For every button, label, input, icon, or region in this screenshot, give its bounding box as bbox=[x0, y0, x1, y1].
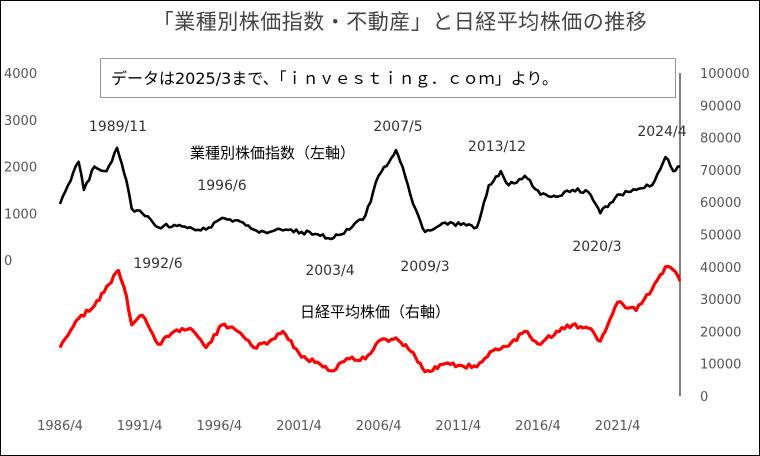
series-line-nikkei bbox=[58, 264, 682, 374]
x-axis-tick-label: 1991/4 bbox=[117, 419, 163, 434]
left-axis-tick-label: 4000 bbox=[4, 67, 37, 82]
x-axis-tick-label: 2021/4 bbox=[595, 419, 641, 434]
right-axis-tick-label: 50000 bbox=[700, 229, 741, 244]
x-axis-tick-label: 2001/4 bbox=[276, 419, 322, 434]
annotation-label: 1989/11 bbox=[89, 119, 147, 135]
left-axis-tick-label: 3000 bbox=[4, 114, 37, 129]
x-axis-tick-label: 2006/4 bbox=[356, 419, 402, 434]
annotation-label: 2003/4 bbox=[305, 263, 354, 279]
annotation-label: 2009/3 bbox=[400, 259, 449, 275]
left-axis-tick-label: 1000 bbox=[4, 207, 37, 222]
series-label-sector-index: 業種別株価指数（左軸） bbox=[190, 144, 355, 162]
annotation-label: 2020/3 bbox=[572, 239, 621, 255]
right-axis-tick-label: 60000 bbox=[700, 196, 741, 211]
label-layer: 業種別株価指数（左軸） 日経平均株価（右軸） 1989/11 1992/6 1996/6… bbox=[89, 119, 687, 321]
series-layer bbox=[58, 146, 682, 374]
right-axis-tick-label: 70000 bbox=[700, 164, 741, 179]
annotation-label: 1992/6 bbox=[133, 256, 182, 272]
right-axis-tick-label: 100000 bbox=[700, 67, 750, 82]
right-axis-tick-label: 40000 bbox=[700, 261, 741, 276]
series-line-sector-index bbox=[58, 146, 681, 241]
chart-title: 「業種別株価指数・不動産」と日経平均株価の推移 bbox=[152, 10, 648, 34]
right-axis-tick-label: 80000 bbox=[700, 132, 741, 147]
series-label-nikkei: 日経平均株価（右軸） bbox=[300, 303, 450, 321]
right-axis-tick-label: 0 bbox=[700, 390, 708, 405]
right-axis-tick-label: 90000 bbox=[700, 99, 741, 114]
right-axis-tick-label: 20000 bbox=[700, 325, 741, 340]
annotation-label: 2013/12 bbox=[468, 139, 526, 155]
x-axis-tick-label: 1986/4 bbox=[37, 419, 83, 434]
x-axis-tick-label: 2011/4 bbox=[435, 419, 481, 434]
source-note: データは2025/3まで、「ｉｎｖｅｓｔｉｎｇ．ｃｏｍ」より。 bbox=[100, 58, 676, 98]
annotation-label: 1996/6 bbox=[197, 178, 246, 194]
annotation-label: 2024/4 bbox=[637, 124, 686, 140]
x-axis-tick-label: 1996/4 bbox=[196, 419, 242, 434]
x-axis-tick-label: 2016/4 bbox=[515, 419, 561, 434]
left-axis-tick-label: 2000 bbox=[4, 161, 37, 176]
right-axis-tick-label: 30000 bbox=[700, 293, 741, 308]
right-axis-tick-label: 10000 bbox=[700, 358, 741, 373]
annotation-label: 2007/5 bbox=[373, 119, 422, 135]
axes-layer: 0100020003000400001000020000300004000050… bbox=[4, 67, 750, 434]
left-axis-tick-label: 0 bbox=[4, 254, 12, 269]
